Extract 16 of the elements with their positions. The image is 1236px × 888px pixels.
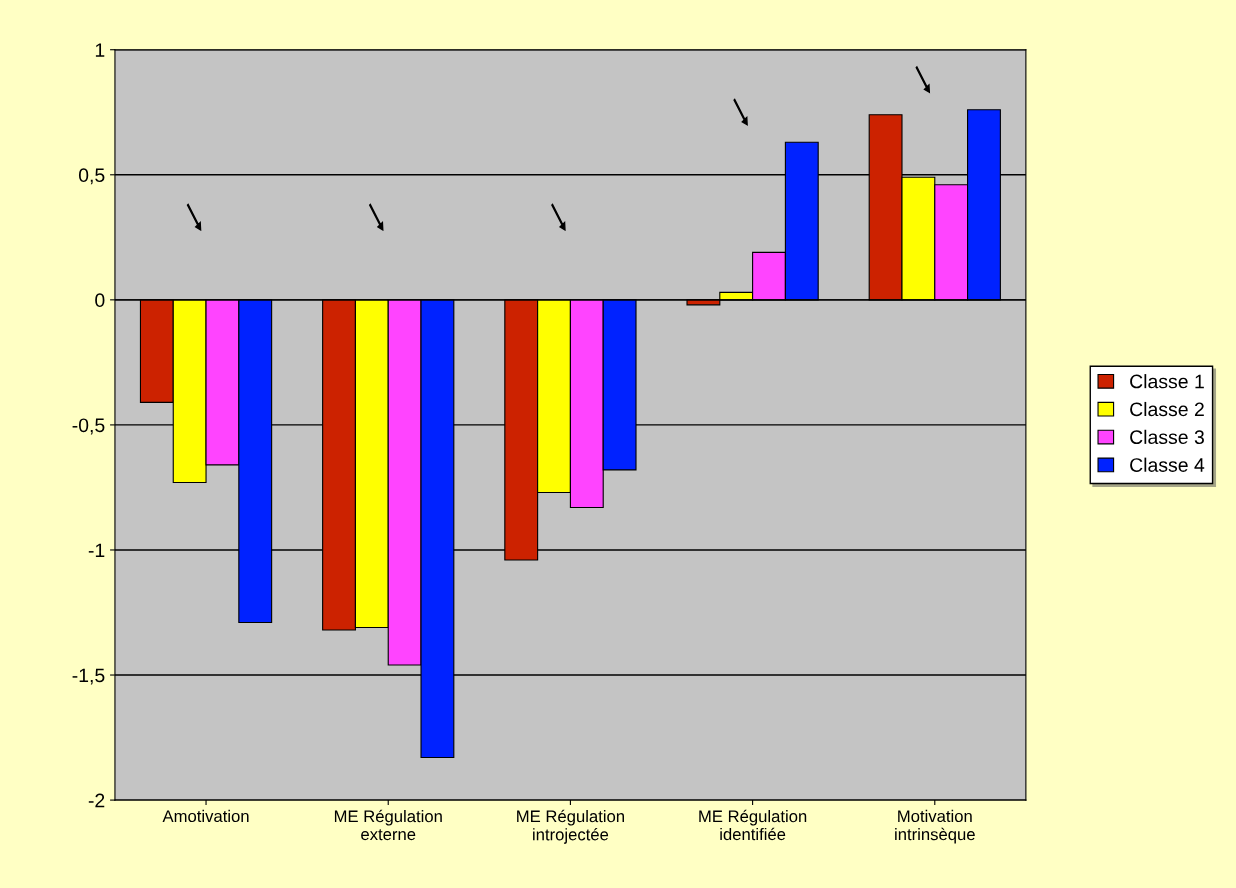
y-tick-label: -1: [88, 543, 105, 558]
y-tick-label: 0,5: [78, 168, 105, 185]
y-tick-label: 1: [95, 43, 105, 57]
y-tick-label: -1,5: [72, 668, 105, 685]
y-tick-label: 0: [95, 293, 105, 308]
y-tick-label: -2: [88, 793, 105, 808]
legend-label: Classe 4: [1130, 457, 1205, 472]
y-tick-label: -0,5: [72, 418, 105, 435]
legend-label: Classe 3: [1130, 429, 1204, 445]
x-tick-label: ME Régulation identifiée: [699, 809, 807, 841]
legend-label: Classe 1: [1130, 374, 1204, 389]
x-tick-label: Amotivation: [162, 809, 249, 823]
x-tick-label: Motivation intrinsèque: [895, 809, 975, 844]
x-tick-label: ME Régulation introjectée: [517, 809, 624, 844]
legend-label: Classe 2: [1130, 401, 1204, 417]
x-tick-label: ME Régulation externe: [334, 809, 442, 841]
